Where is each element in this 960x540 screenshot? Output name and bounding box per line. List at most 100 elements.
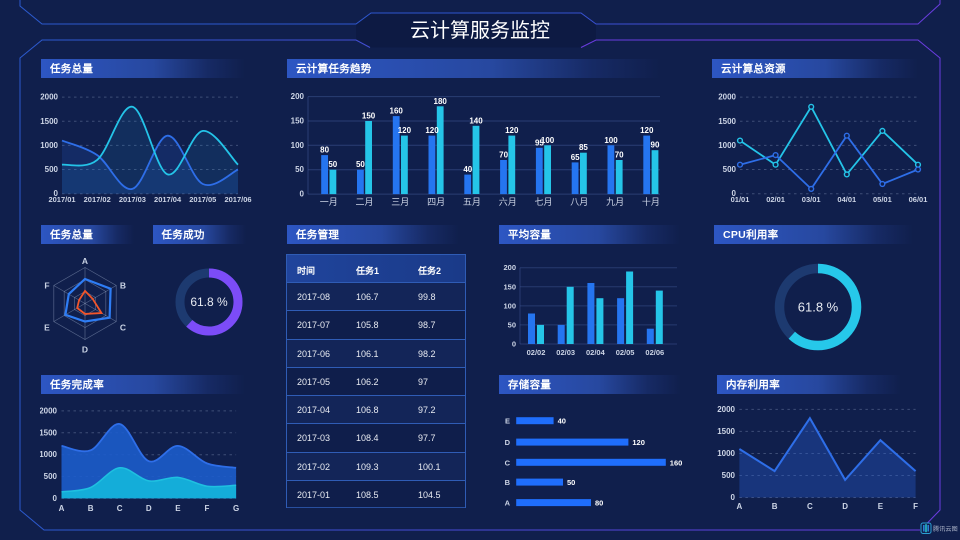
svg-text:02/01: 02/01	[766, 195, 785, 204]
svg-text:1500: 1500	[717, 427, 735, 436]
svg-text:200: 200	[503, 263, 516, 272]
svg-text:0: 0	[732, 189, 737, 198]
svg-text:500: 500	[44, 472, 58, 481]
svg-text:120: 120	[505, 126, 519, 135]
svg-text:04/01: 04/01	[837, 195, 856, 204]
svg-text:50: 50	[508, 320, 516, 329]
svg-text:A: A	[82, 256, 88, 266]
svg-text:2017/06: 2017/06	[224, 195, 251, 204]
svg-text:1000: 1000	[40, 141, 58, 150]
svg-text:150: 150	[503, 282, 516, 291]
svg-text:120: 120	[640, 126, 654, 135]
svg-text:160: 160	[390, 107, 404, 116]
svg-text:六月: 六月	[499, 196, 517, 207]
svg-text:40: 40	[558, 417, 566, 426]
svg-text:C: C	[807, 502, 813, 511]
svg-text:B: B	[505, 478, 511, 487]
svg-text:1500: 1500	[40, 117, 58, 126]
svg-text:100: 100	[291, 141, 305, 150]
svg-text:100: 100	[604, 136, 618, 145]
svg-text:02/05: 02/05	[616, 348, 635, 357]
svg-text:50: 50	[328, 160, 337, 169]
svg-text:50: 50	[567, 478, 575, 487]
svg-text:100: 100	[541, 136, 555, 145]
svg-text:50: 50	[356, 160, 365, 169]
svg-text:D: D	[146, 504, 152, 513]
svg-text:2000: 2000	[40, 93, 58, 102]
svg-text:云计算服务监控: 云计算服务监控	[410, 19, 550, 42]
svg-text:01/01: 01/01	[731, 195, 750, 204]
svg-text:40: 40	[463, 165, 472, 174]
svg-text:120: 120	[425, 126, 439, 135]
svg-text:120: 120	[632, 438, 645, 447]
svg-text:七月: 七月	[534, 197, 552, 207]
svg-text:120: 120	[398, 126, 412, 135]
svg-text:D: D	[82, 345, 88, 355]
svg-text:140: 140	[469, 116, 483, 125]
svg-text:C: C	[505, 458, 511, 467]
svg-text:500: 500	[723, 165, 737, 174]
svg-text:C: C	[117, 504, 123, 513]
svg-text:2017/04: 2017/04	[154, 195, 182, 204]
svg-text:2017/03: 2017/03	[119, 195, 146, 204]
svg-text:D: D	[505, 438, 511, 447]
svg-text:1500: 1500	[718, 117, 736, 126]
svg-text:B: B	[120, 281, 126, 291]
svg-text:0: 0	[731, 493, 736, 502]
svg-text:F: F	[205, 504, 210, 513]
svg-text:70: 70	[615, 151, 624, 160]
svg-text:E: E	[878, 502, 884, 511]
svg-text:06/01: 06/01	[909, 195, 928, 204]
svg-text:2000: 2000	[718, 93, 736, 102]
svg-text:C: C	[120, 323, 126, 333]
svg-text:1500: 1500	[40, 428, 58, 437]
svg-text:02/02: 02/02	[527, 348, 546, 357]
svg-text:1000: 1000	[40, 450, 58, 459]
svg-text:A: A	[505, 499, 511, 508]
svg-text:三月: 三月	[391, 197, 409, 207]
svg-text:70: 70	[499, 151, 508, 160]
svg-text:E: E	[175, 504, 181, 513]
svg-text:腾讯云图: 腾讯云图	[933, 525, 958, 533]
svg-text:500: 500	[722, 471, 736, 480]
svg-text:一月: 一月	[320, 197, 338, 207]
svg-text:E: E	[44, 323, 50, 333]
svg-text:2000: 2000	[717, 405, 735, 414]
svg-text:100: 100	[503, 301, 516, 310]
svg-text:80: 80	[595, 499, 603, 508]
svg-text:95: 95	[535, 138, 544, 147]
svg-text:2017/02: 2017/02	[84, 195, 111, 204]
svg-text:0: 0	[53, 494, 58, 503]
svg-text:02/06: 02/06	[645, 348, 664, 357]
svg-text:四月: 四月	[427, 197, 445, 207]
svg-text:2017/01: 2017/01	[48, 195, 75, 204]
svg-text:50: 50	[295, 165, 304, 174]
svg-text:0: 0	[300, 190, 305, 199]
svg-text:D: D	[842, 502, 848, 511]
svg-text:五月: 五月	[463, 197, 481, 207]
svg-text:160: 160	[670, 458, 683, 467]
svg-text:02/04: 02/04	[586, 348, 606, 357]
svg-text:A: A	[59, 504, 65, 513]
svg-text:1000: 1000	[717, 449, 735, 458]
svg-text:G: G	[233, 504, 239, 513]
svg-text:500: 500	[45, 165, 59, 174]
svg-text:八月: 八月	[570, 197, 588, 207]
svg-text:180: 180	[434, 97, 448, 106]
svg-text:B: B	[772, 502, 778, 511]
svg-text:B: B	[88, 504, 94, 513]
svg-text:0: 0	[54, 189, 59, 198]
svg-text:2017/05: 2017/05	[189, 195, 216, 204]
svg-text:02/03: 02/03	[556, 348, 575, 357]
svg-text:A: A	[737, 502, 743, 511]
svg-text:03/01: 03/01	[802, 195, 821, 204]
svg-text:85: 85	[579, 143, 588, 152]
svg-text:F: F	[913, 502, 918, 511]
svg-text:2000: 2000	[40, 406, 58, 415]
svg-text:150: 150	[291, 117, 305, 126]
svg-text:05/01: 05/01	[873, 195, 892, 204]
svg-text:十月: 十月	[642, 196, 660, 207]
svg-text:65: 65	[571, 153, 580, 162]
svg-text:1000: 1000	[718, 141, 736, 150]
svg-text:150: 150	[362, 112, 376, 121]
